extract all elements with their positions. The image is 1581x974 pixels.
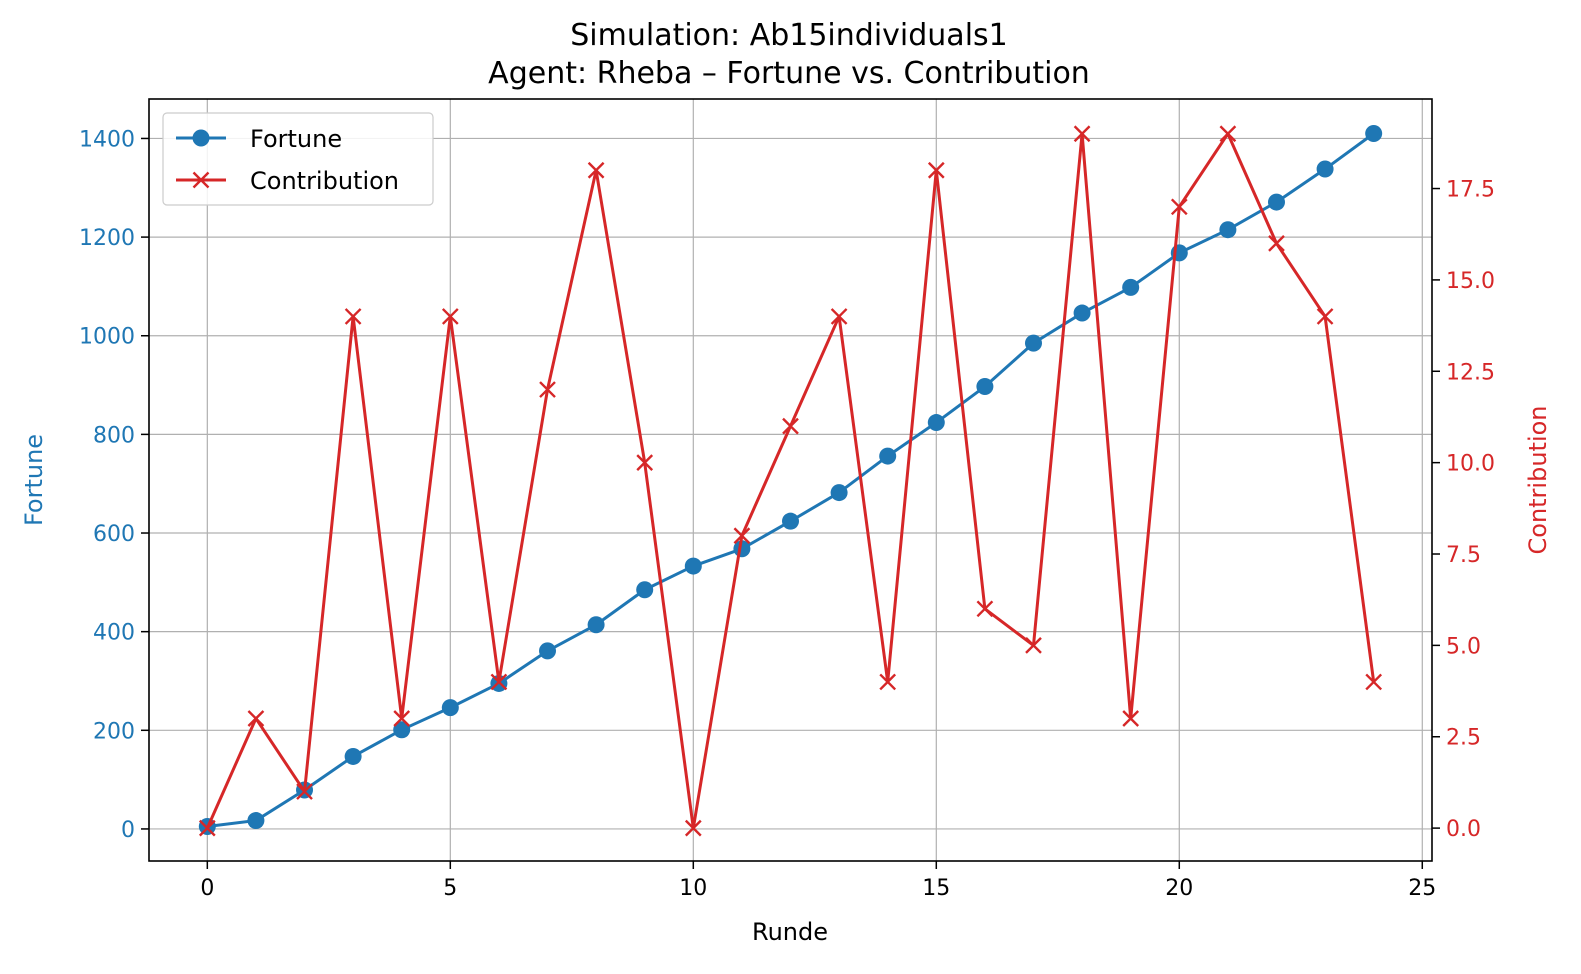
- y-right-tick-label: 7.5: [1446, 543, 1481, 568]
- y-right-tick-label: 0.0: [1446, 817, 1481, 842]
- x-tick-label: 15: [922, 876, 950, 901]
- contribution-point: [198, 819, 216, 837]
- legend-fortune-label: Fortune: [250, 125, 342, 153]
- y-right-axis-label: Contribution: [1524, 405, 1552, 554]
- legend-entries: Fortune Contribution: [176, 125, 399, 195]
- contribution-point: [1025, 637, 1042, 654]
- y-right-tick-label: 15.0: [1446, 269, 1495, 294]
- y-left-tick-label: 1200: [79, 226, 135, 251]
- x-tick-label: 5: [443, 876, 457, 901]
- contribution-point: [1316, 308, 1334, 325]
- legend-contribution-marker: [192, 171, 210, 189]
- fortune-point: [1316, 160, 1334, 178]
- y-left-tick-label: 0: [121, 818, 135, 843]
- contribution-point: [782, 417, 799, 435]
- legend-box: [162, 112, 434, 206]
- y-right-tick-label: 2.5: [1446, 726, 1481, 751]
- y-left-tick-label: 600: [93, 522, 135, 547]
- fortune-point: [1024, 334, 1042, 352]
- y-left-tick-label: 1400: [79, 127, 135, 152]
- x-tick-label: 10: [679, 876, 707, 901]
- contribution-point: [296, 783, 313, 800]
- y-right-tick-label: 17.5: [1446, 178, 1495, 203]
- contribution-point: [1170, 198, 1188, 216]
- y-right-axis-ticks: 0.0 2.5 5.0 7.5 10.0 12.5 15.0 17.5: [1432, 178, 1495, 842]
- contribution-point: [976, 600, 994, 618]
- fortune-point: [830, 484, 848, 502]
- contribution-point: [1219, 125, 1237, 143]
- contribution-point: [1122, 710, 1140, 727]
- fortune-point: [393, 721, 411, 739]
- fortune-point: [879, 447, 897, 465]
- fortune-point: [539, 642, 557, 660]
- fortune-point: [1122, 278, 1140, 296]
- fortune-point: [927, 414, 945, 432]
- y-left-tick-label: 200: [93, 719, 135, 744]
- fortune-point: [247, 812, 265, 830]
- chart-subtitle: Agent: Rheba – Fortune vs. Contribution: [488, 56, 1090, 91]
- fortune-point: [636, 581, 654, 599]
- grid-lines: [149, 99, 1432, 861]
- y-left-tick-label: 400: [93, 621, 135, 646]
- contribution-series-line: [205, 132, 1376, 830]
- contribution-point: [636, 454, 654, 471]
- x-axis-label: Runde: [752, 918, 828, 946]
- chart-title: Simulation: Ab15individuals1: [570, 18, 1008, 53]
- contribution-point: [393, 710, 411, 727]
- x-tick-label: 20: [1165, 876, 1193, 901]
- contribution-point: [684, 819, 702, 837]
- contribution-point: [1268, 235, 1285, 252]
- contribution-point: [247, 710, 265, 727]
- x-tick-label: 25: [1408, 876, 1436, 901]
- fortune-point: [684, 557, 702, 575]
- contribution-point: [733, 527, 751, 545]
- series-layer: [198, 125, 1383, 837]
- contribution-point: [879, 673, 897, 691]
- contribution-point: [539, 381, 556, 398]
- contribution-point: [490, 673, 508, 691]
- x-tick-label: 0: [200, 876, 214, 901]
- contribution-point: [927, 161, 945, 179]
- plot-frame: [148, 98, 1433, 862]
- fortune-point: [344, 747, 362, 765]
- legend-contribution-label: Contribution: [250, 167, 399, 195]
- contribution-point: [830, 308, 848, 325]
- fortune-point: [782, 512, 799, 530]
- fortune-point: [976, 378, 994, 396]
- fortune-point: [1073, 304, 1091, 322]
- contribution-point: [587, 161, 605, 179]
- y-left-axis-ticks: 0 200 400 600 800 1000 1200 1400: [79, 127, 149, 843]
- y-left-tick-label: 1000: [79, 325, 135, 350]
- fortune-point: [1267, 193, 1285, 211]
- fortune-point: [1365, 125, 1383, 143]
- contribution-point: [441, 308, 459, 325]
- contribution-point: [344, 308, 362, 325]
- y-left-axis-label: Fortune: [20, 434, 48, 526]
- fortune-point: [587, 616, 605, 634]
- legend-fortune-marker: [192, 129, 210, 147]
- contribution-point: [1073, 125, 1091, 143]
- y-right-tick-label: 12.5: [1446, 360, 1495, 385]
- contribution-point: [1365, 673, 1383, 691]
- chart-legend: Fortune Contribution: [162, 112, 434, 206]
- y-left-tick-label: 800: [93, 423, 135, 448]
- fortune-point: [1219, 221, 1237, 239]
- y-right-tick-label: 5.0: [1446, 634, 1481, 659]
- y-right-tick-label: 10.0: [1446, 452, 1495, 477]
- x-axis-ticks: 0 5 10 15 20 25: [200, 861, 1436, 901]
- fortune-point: [441, 699, 459, 717]
